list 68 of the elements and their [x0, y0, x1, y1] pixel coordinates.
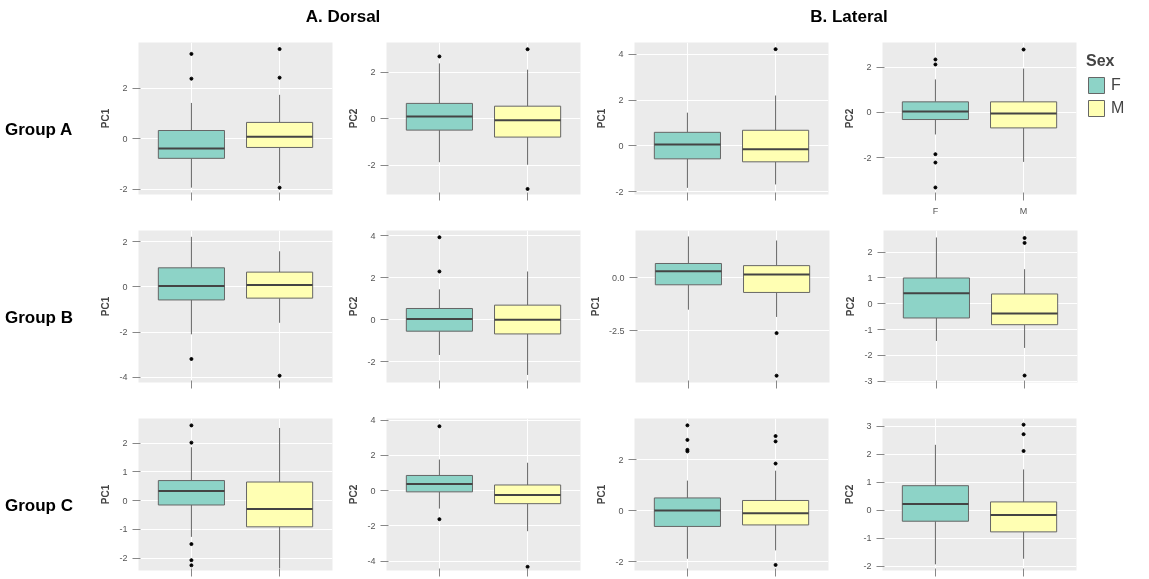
y-tick-label: 2	[866, 62, 872, 73]
y-tick-label: 2	[122, 438, 128, 449]
y-tick-label: -1	[119, 524, 128, 535]
y-axis-title: PC2	[348, 296, 360, 317]
legend-label: F	[1111, 76, 1122, 94]
y-tick-label: 3	[866, 421, 872, 432]
y-tick-label: -3	[864, 376, 873, 387]
y-tick-label: 0	[370, 314, 376, 325]
text: Group C	[5, 495, 73, 517]
y-tick-label: 0	[618, 505, 624, 516]
legend-title: Sex	[1086, 52, 1116, 70]
y-tick-label: 2	[370, 67, 376, 78]
y-axis-title: PC1	[596, 484, 608, 505]
y-tick-label: -2	[367, 520, 376, 531]
y-tick-label: 4	[370, 415, 376, 426]
y-axis-title: PC2	[348, 108, 360, 129]
text: A. Dorsal	[305, 6, 381, 28]
y-tick-label: 0	[867, 298, 873, 309]
y-tick-label: 0	[370, 113, 376, 124]
y-axis-title: PC1	[100, 484, 112, 505]
y-axis-title: PC1	[100, 296, 112, 317]
y-tick-label: 0	[866, 107, 872, 118]
y-tick-label: -2.5	[608, 325, 625, 336]
y-tick-label: -2	[863, 561, 872, 572]
y-axis-title: PC1	[596, 108, 608, 129]
y-tick-label: 2	[122, 83, 128, 94]
y-tick-label: -2	[367, 356, 376, 367]
y-tick-label: -2	[119, 327, 128, 338]
y-tick-label: 0	[370, 485, 376, 496]
y-tick-label: 1	[866, 477, 872, 488]
y-tick-label: -1	[864, 324, 873, 335]
y-axis-title: PC2	[844, 108, 856, 129]
y-tick-label: 0	[618, 140, 624, 151]
y-tick-label: 2	[618, 454, 624, 465]
y-axis-title: PC1	[100, 108, 112, 129]
legend-label: M	[1111, 99, 1126, 117]
y-tick-label: -2	[615, 556, 624, 567]
y-tick-label: 2	[122, 236, 128, 247]
y-tick-label: 0	[122, 281, 128, 292]
y-tick-label: 4	[618, 49, 624, 60]
y-tick-label: -4	[119, 372, 128, 383]
y-tick-label: 0	[122, 133, 128, 144]
y-tick-label: -2	[863, 152, 872, 163]
y-tick-label: -2	[119, 184, 128, 195]
y-tick-label: -1	[863, 533, 872, 544]
y-axis-title: PC1	[589, 296, 601, 317]
y-tick-label: -4	[367, 556, 376, 567]
y-tick-label: 2	[370, 450, 376, 461]
y-tick-label: -2	[367, 160, 376, 171]
y-tick-label: -2	[615, 186, 624, 197]
y-tick-label: 1	[122, 466, 128, 477]
y-tick-label: 0	[866, 505, 872, 516]
y-tick-label: 2	[370, 272, 376, 283]
y-tick-label: 1	[867, 272, 873, 283]
y-axis-title: PC2	[845, 296, 857, 317]
y-tick-label: -2	[864, 350, 873, 361]
y-tick-label: 2	[867, 247, 873, 258]
y-tick-label: 0	[122, 495, 128, 506]
y-axis-title: PC2	[348, 484, 360, 505]
y-tick-label: 2	[618, 95, 624, 106]
text: Group A	[5, 119, 73, 141]
text: B. Lateral	[810, 6, 888, 28]
text: Group B	[5, 307, 73, 329]
y-tick-label: 4	[370, 230, 376, 241]
y-axis-title: PC2	[844, 484, 856, 505]
y-tick-label: 2	[866, 449, 872, 460]
y-tick-label: -2	[119, 553, 128, 564]
y-tick-label: 0.0	[611, 272, 625, 283]
